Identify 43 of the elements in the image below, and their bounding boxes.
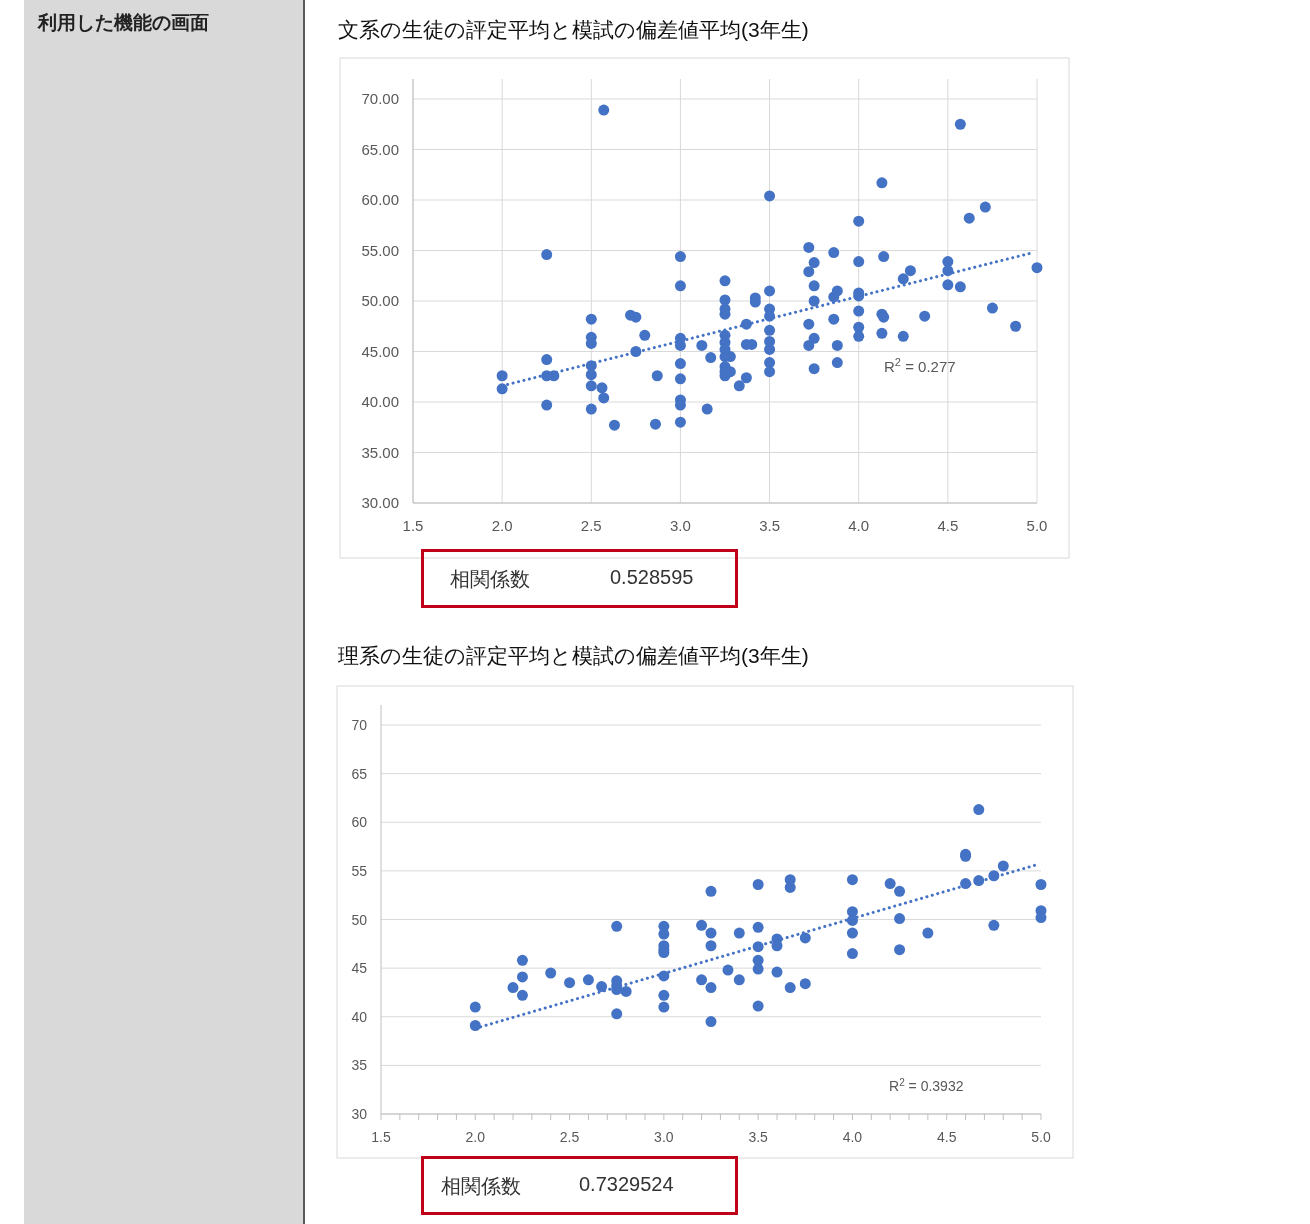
y-tick-label: 45 bbox=[351, 960, 368, 977]
x-tick-label: 2.5 bbox=[580, 517, 602, 534]
x-tick-label: 1.5 bbox=[371, 1129, 391, 1145]
y-tick-label: 65.00 bbox=[361, 140, 399, 158]
text: 0.7329524 bbox=[579, 1173, 674, 1196]
x-tick-label: 2.0 bbox=[491, 517, 513, 534]
x-tick-label: 5.0 bbox=[1026, 517, 1048, 534]
y-tick-label: 45.00 bbox=[361, 342, 399, 360]
x-tick-label: 5.0 bbox=[1031, 1129, 1051, 1145]
y-tick-label: 60 bbox=[351, 814, 368, 831]
text: 利用した機能の画面 bbox=[38, 11, 209, 35]
x-tick-label: 3.5 bbox=[759, 517, 780, 534]
y-tick-label: 50.00 bbox=[361, 292, 399, 309]
y-tick-label: 40 bbox=[351, 1008, 368, 1025]
x-tick-label: 3.0 bbox=[670, 517, 691, 534]
y-tick-label: 35 bbox=[351, 1057, 368, 1074]
x-tick-label: 4.0 bbox=[842, 1129, 863, 1145]
annotation: R$^{2}$ = 0.3932 bbox=[889, 1076, 964, 1094]
x-tick-label: 4.5 bbox=[937, 517, 959, 534]
y-tick-label: 30.00 bbox=[361, 494, 399, 511]
y-tick-label: 70 bbox=[351, 717, 368, 733]
x-tick-label: 2.0 bbox=[465, 1129, 486, 1145]
text: 0.528595 bbox=[610, 566, 694, 589]
chart-title: 文系の生徒の評定平均と模試の偏差値平均(3年生) bbox=[338, 17, 809, 43]
chart-title: 理系の生徒の評定平均と模試の偏差値平均(3年生) bbox=[338, 643, 809, 669]
x-tick-label: 3.0 bbox=[654, 1129, 674, 1145]
x-tick-label: 3.5 bbox=[748, 1129, 769, 1145]
y-tick-label: 65 bbox=[351, 765, 368, 782]
y-tick-label: 70.00 bbox=[361, 90, 399, 107]
text: 相関係数 bbox=[441, 1174, 521, 1199]
y-tick-label: 35.00 bbox=[361, 443, 399, 461]
y-tick-label: 55.00 bbox=[361, 241, 399, 259]
x-tick-label: 4.5 bbox=[936, 1129, 957, 1145]
annotation: R$^{2}$ = 0.277 bbox=[884, 356, 956, 375]
x-tick-label: 1.5 bbox=[402, 517, 424, 534]
text: 相関係数 bbox=[450, 567, 530, 592]
y-tick-label: 55 bbox=[351, 862, 368, 879]
y-tick-label: 30 bbox=[351, 1106, 368, 1122]
y-tick-label: 40.00 bbox=[361, 393, 399, 410]
y-tick-label: 60.00 bbox=[361, 191, 399, 208]
y-tick-label: 50 bbox=[351, 911, 368, 928]
x-tick-label: 4.0 bbox=[848, 517, 870, 534]
x-tick-label: 2.5 bbox=[559, 1129, 580, 1145]
